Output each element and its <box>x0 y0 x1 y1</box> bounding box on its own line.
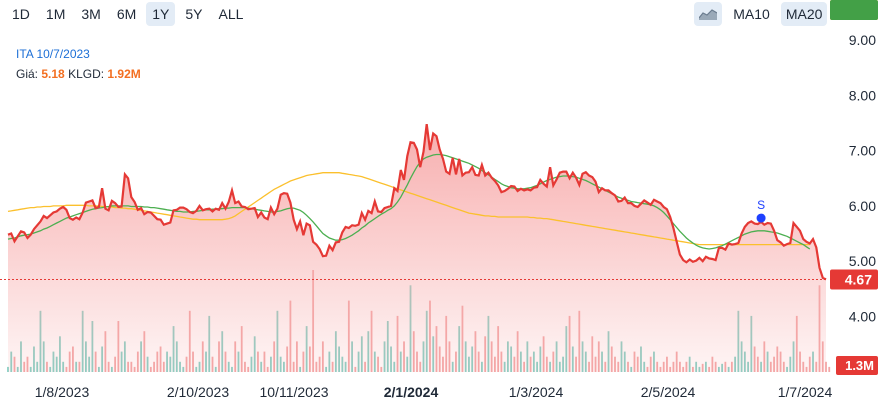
range-button-3m[interactable]: 3M <box>81 6 101 22</box>
y-tick-label: 7.00 <box>849 143 876 159</box>
indicator-toolbar: MA10 MA20 MA50 <box>694 2 880 26</box>
signal-marker <box>756 213 766 223</box>
symbol-date: ITA 10/7/2023 <box>16 47 90 61</box>
volume-badge <box>836 356 878 375</box>
volume-badge-label: 1.3M <box>845 358 874 373</box>
price-area <box>8 124 826 372</box>
price-badge <box>830 269 878 290</box>
x-tick-label: 2/10/2023 <box>167 384 229 400</box>
x-tick-label: 1/3/2024 <box>509 384 564 400</box>
range-button-all[interactable]: ALL <box>218 6 244 22</box>
ma20-button[interactable]: MA20 <box>780 2 828 26</box>
x-tick-label: 2/5/2024 <box>641 384 696 400</box>
volume-label: KLGD: <box>68 67 105 81</box>
area-chart-icon[interactable] <box>694 2 723 26</box>
price-badge <box>830 0 878 20</box>
volume-bar <box>828 366 831 372</box>
range-button-6m[interactable]: 6M <box>116 6 137 22</box>
chart-legend: ITA 10/7/2023 Giá: 5.18 KLGD: 1.92M <box>16 44 141 84</box>
price-badge-label: 4.67 <box>845 271 872 287</box>
ma10-button[interactable]: MA10 <box>733 6 770 22</box>
range-button-1d[interactable]: 1D <box>12 6 30 22</box>
y-tick-label: 5.00 <box>849 253 876 269</box>
range-selector: 1D 1M 3M 6M 1Y 5Y ALL <box>6 2 249 26</box>
price-line <box>7 123 827 281</box>
signal-label: S <box>757 198 765 212</box>
volume-value: 1.92M <box>107 67 141 81</box>
y-tick-label: 9.00 <box>849 32 876 48</box>
range-button-5y[interactable]: 5Y <box>185 6 203 22</box>
x-tick-label: 10/11/2023 <box>259 384 328 400</box>
x-tick-label: 2/1/2024 <box>384 384 439 400</box>
range-button-1y[interactable]: 1Y <box>146 2 176 26</box>
ma-fast-line <box>7 153 811 250</box>
price-value: 5.18 <box>41 67 65 81</box>
y-tick-label: 4.00 <box>849 309 876 325</box>
price-badge-label: 5.21 <box>845 0 872 3</box>
x-tick-label: 1/8/2023 <box>35 384 90 400</box>
y-tick-label: 6.00 <box>849 198 876 214</box>
x-tick-label: 1/7/2024 <box>778 384 833 400</box>
y-tick-label: 8.00 <box>849 87 876 103</box>
price-label: Giá: <box>16 67 39 81</box>
range-button-1m[interactable]: 1M <box>45 6 66 22</box>
